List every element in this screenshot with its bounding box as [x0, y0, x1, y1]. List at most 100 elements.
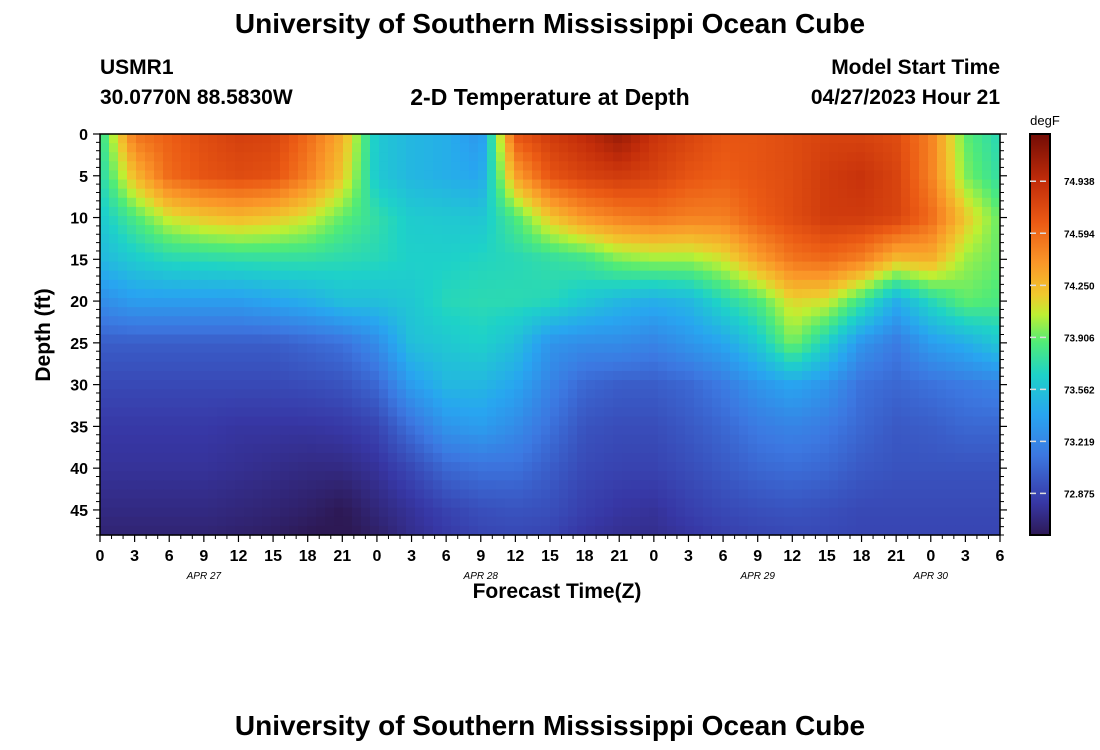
heatmap-cell: [253, 507, 263, 518]
heatmap-cell: [199, 462, 209, 472]
heatmap-cell: [361, 243, 371, 254]
heatmap-cell: [595, 206, 605, 217]
heatmap-cell: [262, 216, 272, 226]
heatmap-cell: [325, 380, 335, 390]
heatmap-cell: [622, 516, 632, 527]
heatmap-cell: [370, 389, 380, 399]
heatmap-cell: [541, 407, 551, 418]
heatmap-cell: [640, 279, 650, 290]
heatmap-cell: [802, 380, 812, 390]
heatmap-cell: [163, 352, 173, 363]
heatmap-cell: [541, 152, 551, 162]
heatmap-cell: [235, 471, 245, 481]
heatmap-cell: [748, 380, 758, 390]
heatmap-cell: [424, 434, 434, 445]
heatmap-cell: [181, 498, 191, 509]
heatmap-cell: [163, 516, 173, 527]
heatmap-cell: [775, 398, 785, 409]
heatmap-cell: [892, 179, 902, 190]
heatmap-cell: [451, 480, 461, 491]
heatmap-cell: [739, 234, 749, 244]
heatmap-cell: [100, 170, 110, 181]
heatmap-cell: [901, 489, 911, 500]
heatmap-cell: [811, 270, 821, 281]
heatmap-cell: [523, 489, 533, 500]
heatmap-cell: [577, 143, 587, 153]
heatmap-cell: [811, 252, 821, 263]
heatmap-cell: [532, 152, 542, 162]
heatmap-cell: [316, 152, 326, 162]
heatmap-cell: [622, 389, 632, 399]
heatmap-cell: [496, 498, 506, 509]
heatmap-cell: [982, 370, 992, 381]
heatmap-cell: [451, 416, 461, 427]
heatmap-cell: [451, 352, 461, 363]
heatmap-cell: [334, 188, 344, 199]
heatmap-cell: [532, 407, 542, 418]
heatmap-cell: [766, 143, 776, 153]
heatmap-cell: [127, 134, 137, 144]
heatmap-cell: [478, 152, 488, 162]
heatmap-cell: [811, 288, 821, 299]
heatmap-cell: [550, 380, 560, 390]
heatmap-cell: [694, 270, 704, 281]
heatmap-cell: [307, 507, 317, 518]
heatmap-cell: [712, 425, 722, 436]
heatmap-cell: [820, 270, 830, 281]
heatmap-cell: [406, 325, 416, 336]
heatmap-cell: [892, 525, 902, 536]
heatmap-cell: [820, 261, 830, 272]
heatmap-cell: [496, 252, 506, 263]
heatmap-cell: [703, 370, 713, 381]
heatmap-cell: [712, 234, 722, 244]
heatmap-cell: [343, 507, 353, 518]
heatmap-cell: [442, 525, 452, 536]
heatmap-cell: [388, 471, 398, 481]
heatmap-cell: [883, 498, 893, 509]
heatmap-cell: [892, 480, 902, 491]
heatmap-cell: [163, 462, 173, 472]
heatmap-cell: [280, 279, 290, 290]
heatmap-cell: [172, 307, 182, 317]
heatmap-cell: [784, 507, 794, 518]
heatmap-cell: [829, 325, 839, 336]
heatmap-cell: [649, 197, 659, 208]
heatmap-cell: [559, 270, 569, 281]
heatmap-cell: [523, 261, 533, 272]
heatmap-cell: [127, 279, 137, 290]
heatmap-cell: [838, 471, 848, 481]
heatmap-cell: [289, 234, 299, 244]
heatmap-cell: [235, 370, 245, 381]
heatmap-cell: [532, 288, 542, 299]
heatmap-cell: [955, 325, 965, 336]
heatmap-cell: [766, 134, 776, 144]
heatmap-cell: [550, 370, 560, 381]
heatmap-cell: [766, 279, 776, 290]
heatmap-cell: [379, 252, 389, 263]
heatmap-cell: [766, 398, 776, 409]
heatmap-cell: [793, 343, 803, 354]
heatmap-cell: [469, 516, 479, 527]
heatmap-cell: [334, 234, 344, 244]
heatmap-cell: [109, 398, 119, 409]
heatmap-cell: [460, 416, 470, 427]
heatmap-cell: [406, 216, 416, 226]
heatmap-cell: [910, 471, 920, 481]
heatmap-cell: [919, 389, 929, 399]
heatmap-cell: [703, 525, 713, 536]
heatmap-cell: [928, 452, 938, 463]
heatmap-cell: [163, 216, 173, 226]
heatmap-cell: [793, 370, 803, 381]
heatmap-cell: [154, 134, 164, 144]
heatmap-cell: [532, 170, 542, 181]
heatmap-cell: [667, 525, 677, 536]
heatmap-cell: [370, 370, 380, 381]
heatmap-cell: [892, 152, 902, 162]
heatmap-cell: [703, 380, 713, 390]
heatmap-cell: [667, 225, 677, 235]
heatmap-cell: [955, 170, 965, 181]
heatmap-cell: [649, 298, 659, 308]
heatmap-cell: [622, 498, 632, 509]
heatmap-cell: [370, 307, 380, 317]
heatmap-cell: [532, 143, 542, 153]
